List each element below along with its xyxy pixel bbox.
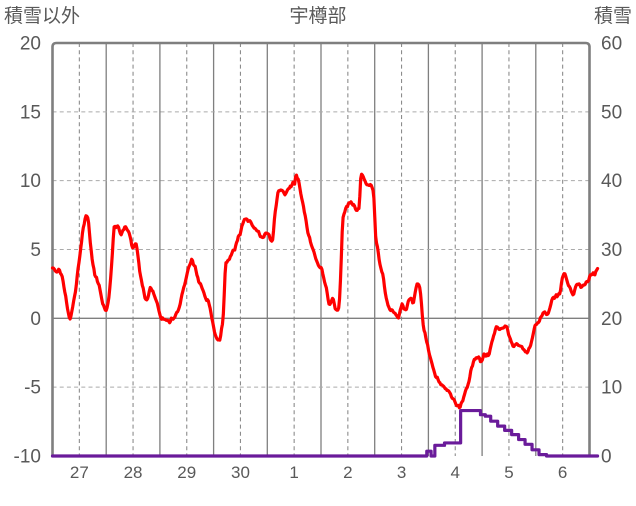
svg-text:60: 60 [601,34,622,55]
svg-text:-10: -10 [14,447,41,468]
svg-text:40: 40 [601,171,622,192]
svg-text:20: 20 [601,309,622,330]
svg-text:-5: -5 [24,378,41,399]
svg-text:5: 5 [30,240,41,261]
svg-text:30: 30 [231,463,250,482]
svg-text:10: 10 [601,378,622,399]
svg-text:積雪以外: 積雪以外 [4,5,80,27]
svg-text:15: 15 [20,102,41,123]
svg-text:5: 5 [504,463,513,482]
svg-text:1: 1 [289,463,298,482]
svg-text:3: 3 [397,463,406,482]
svg-text:4: 4 [451,463,460,482]
svg-text:宇樽部: 宇樽部 [289,5,346,27]
svg-text:20: 20 [20,34,41,55]
svg-text:10: 10 [20,171,41,192]
svg-text:6: 6 [558,463,567,482]
svg-text:29: 29 [177,463,196,482]
svg-text:50: 50 [601,102,622,123]
svg-text:27: 27 [70,463,89,482]
svg-text:0: 0 [601,447,612,468]
svg-text:0: 0 [30,309,41,330]
svg-text:積雪: 積雪 [594,5,632,27]
svg-text:2: 2 [343,463,352,482]
svg-text:30: 30 [601,240,622,261]
svg-text:28: 28 [124,463,143,482]
